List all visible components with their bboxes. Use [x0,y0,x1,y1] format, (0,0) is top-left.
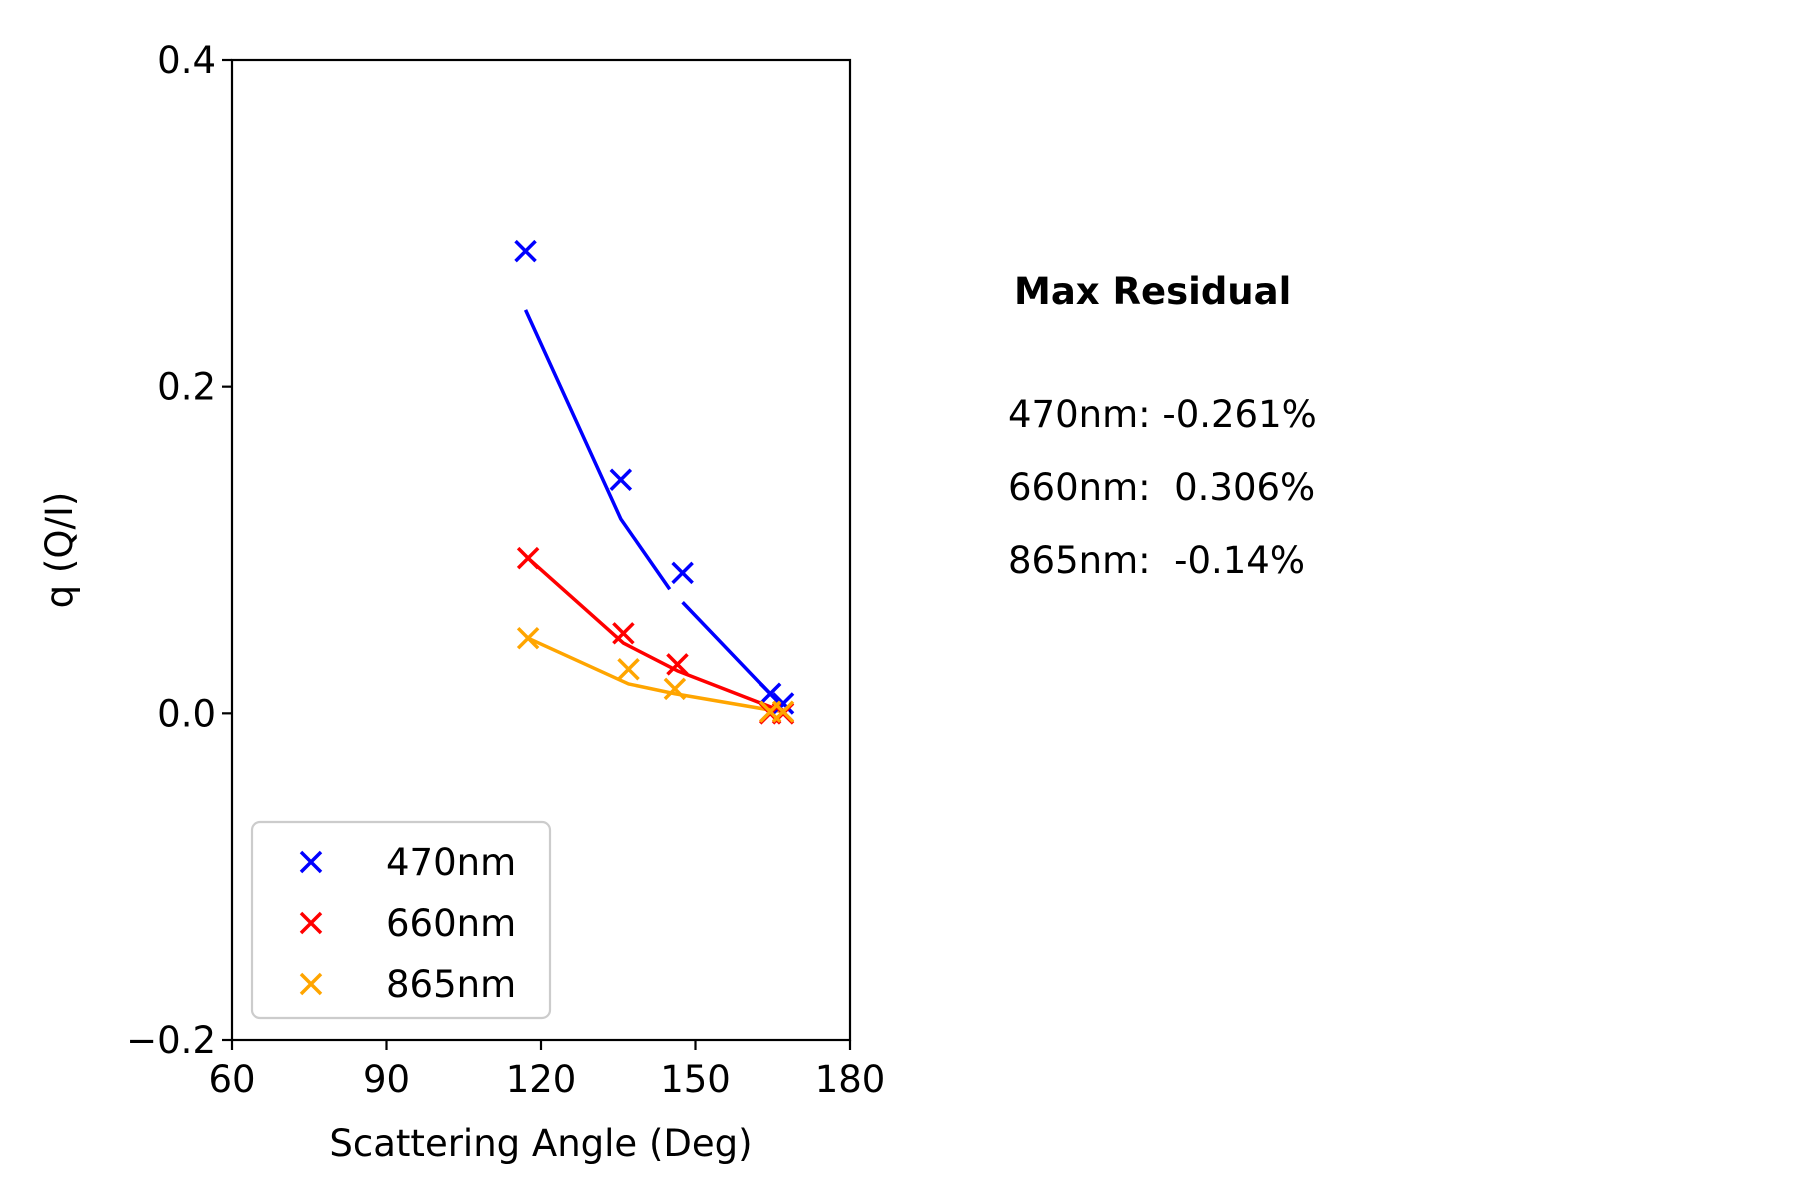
x-axis-label: Scattering Angle (Deg) [329,1122,752,1165]
legend: 470nm 660nm 865nm [250,820,552,1020]
marker-x-shape [516,626,540,650]
legend-entries: 470nm 660nm 865nm [299,841,516,1006]
residual-470nm: 470nm: -0.261% [1008,393,1317,436]
legend-marker-660nm [299,911,323,935]
data-point-470nm [671,561,694,585]
legend-marker-865nm [299,972,323,996]
marker-x-shape [771,692,795,715]
marker-x-shape [612,622,635,645]
data-point-470nm [514,239,537,263]
data-point-865nm [516,626,540,650]
data-point-865nm [663,677,687,701]
data-point-660nm [666,653,689,676]
marker-x-shape [771,700,795,723]
fit-line-660nm [526,556,784,712]
residual-660nm: 660nm: 0.306% [1008,466,1316,509]
legend-label: 470nm [386,841,516,884]
legend-frame [250,820,552,1020]
x-tick-label: 60 [208,1058,255,1101]
data-point-470nm [771,692,795,715]
legend-label: 865nm [386,963,516,1006]
residual-865nm: 865nm: -0.14% [1008,539,1305,582]
y-axis-label: q (Q/I) [38,492,81,609]
x-tick-label: 180 [815,1058,886,1101]
data-point-470nm [609,468,633,492]
y-tick-label: 0.2 [157,366,216,409]
data-point-865nm [617,657,640,681]
y-tick-label: 0.4 [157,39,216,82]
axis-ticks: 60 90 120 150 180 −0.2 0.0 0.2 0.4 [126,39,885,1101]
marker-x-shape [666,653,689,676]
legend-label: 660nm [386,902,516,945]
y-tick-label: −0.2 [126,1019,216,1062]
marker-x-shape [299,911,323,935]
x-tick-label: 150 [660,1058,731,1101]
y-tick-label: 0.0 [157,692,216,735]
data-point-660nm [516,546,540,570]
marker-x-shape [758,682,782,705]
fit-line-865nm [527,636,784,714]
data-point-865nm [771,700,795,723]
legend-marker-470nm [299,850,323,874]
fit-line-470nm [523,309,672,591]
marker-x-shape [514,239,537,263]
marker-x-shape [609,468,633,492]
marker-x-shape [299,972,323,996]
x-tick-label: 90 [363,1058,410,1101]
marker-x-shape [671,561,694,585]
x-tick-label: 120 [506,1058,577,1101]
data-point-660nm [612,622,635,645]
residual-title: Max Residual [1014,270,1292,313]
marker-x-shape [299,850,323,874]
marker-x-shape [663,677,687,701]
marker-x-shape [617,657,640,681]
data-point-470nm [758,682,782,705]
plot-marks [514,239,795,725]
marker-x-shape [516,546,540,570]
